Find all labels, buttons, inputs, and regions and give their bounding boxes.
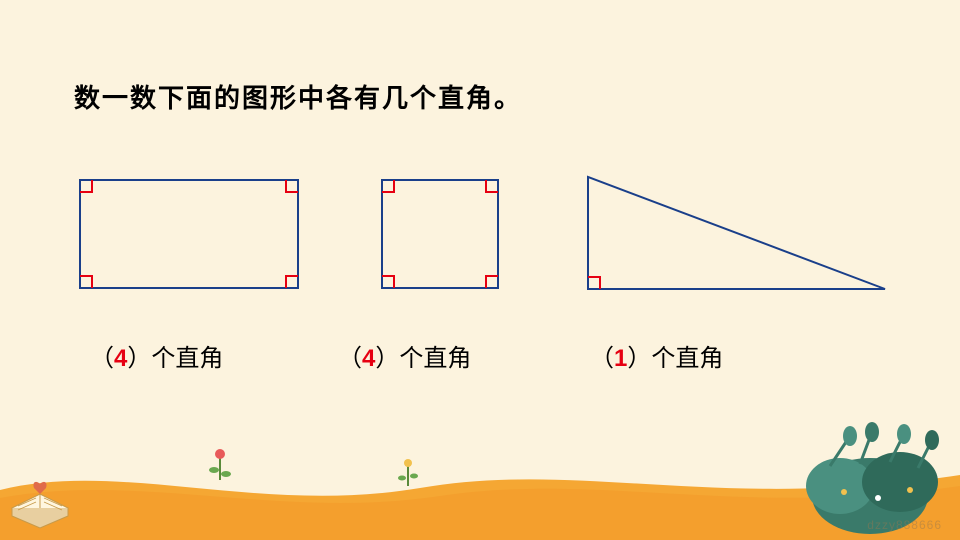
label-suffix: ）个直角 — [127, 346, 223, 372]
label-suffix: ）个直角 — [375, 346, 471, 372]
ground-illustration — [0, 420, 960, 540]
answer-1: 4 — [114, 345, 127, 372]
shape-triangle — [585, 174, 891, 294]
label-prefix: （ — [90, 346, 114, 372]
shape-rectangle — [78, 178, 302, 292]
label-2: （4）个直角 — [338, 338, 471, 373]
label-1: （4）个直角 — [90, 338, 223, 373]
answer-2: 4 — [362, 345, 375, 372]
label-suffix: ）个直角 — [627, 346, 723, 372]
label-prefix: （ — [338, 346, 362, 372]
flower-icon — [209, 449, 231, 480]
flower-icon — [398, 459, 418, 486]
label-3: （1）个直角 — [590, 338, 723, 373]
question-text: 数一数下面的图形中各有几个直角。 — [74, 78, 522, 115]
label-prefix: （ — [590, 346, 614, 372]
shapes-row — [0, 178, 960, 308]
answer-3: 1 — [614, 345, 627, 372]
watermark-text: dzzy888666 — [867, 518, 942, 532]
shape-square — [380, 178, 502, 292]
